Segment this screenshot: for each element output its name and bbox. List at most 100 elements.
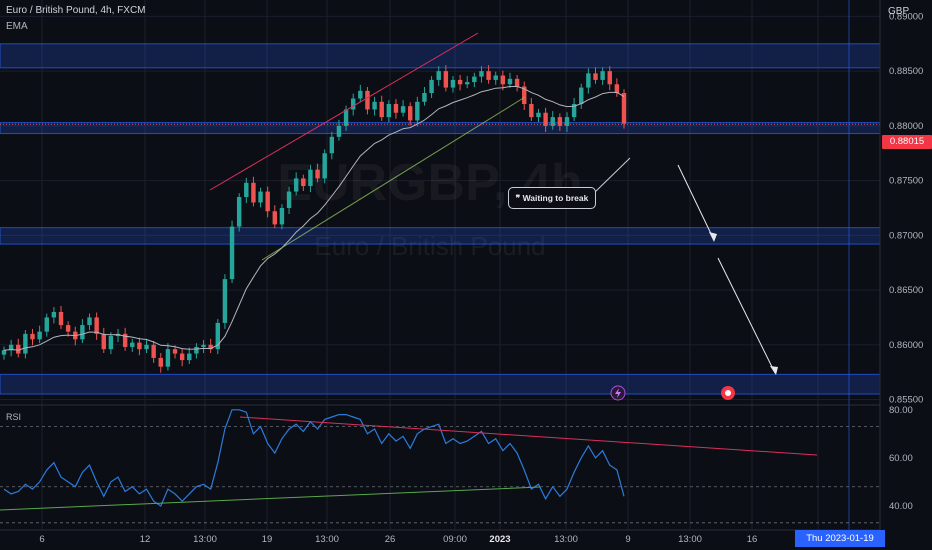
price-axis: 0.89000 0.88500 0.88000 0.87500 0.87000 0.865…	[889, 11, 923, 405]
waiting-to-break-callout[interactable]: ❞ Waiting to break	[508, 187, 596, 209]
candle	[286, 186, 292, 214]
candle	[201, 339, 206, 354]
price-tick-label: 0.87000	[889, 230, 923, 241]
event-icons	[610, 385, 735, 401]
time-tick-label: 13:00	[678, 534, 702, 545]
candle	[529, 97, 534, 121]
currency-label: GBP	[888, 6, 910, 17]
candle	[308, 164, 313, 193]
candle	[265, 186, 270, 218]
candle	[80, 319, 85, 344]
support-resistance-zones	[0, 43, 881, 395]
price-tick-label: 0.87500	[889, 176, 923, 187]
candlestick-series	[1, 65, 627, 373]
rsi-trend-bottom	[0, 486, 541, 511]
candle	[258, 187, 263, 208]
candle	[1, 346, 7, 360]
candle	[293, 172, 299, 196]
rsi-tick-label: 40.00	[889, 501, 913, 512]
candle	[272, 205, 278, 229]
time-tick-label: 6	[39, 534, 44, 545]
crosshair-date-label: Thu 2023-01-19	[795, 530, 885, 547]
candle	[493, 71, 498, 85]
candle	[543, 107, 548, 132]
candle	[187, 347, 192, 364]
projection-arrow-1	[677, 164, 715, 241]
candle	[215, 319, 221, 355]
time-tick-label: 09:00	[443, 534, 467, 545]
candle	[87, 313, 92, 331]
time-tick-label: 9	[625, 534, 630, 545]
candle	[137, 337, 142, 356]
candle	[329, 131, 335, 160]
rsi-axis: 80.00 60.00 40.00	[889, 405, 913, 512]
price-tick-label: 0.88000	[889, 121, 923, 132]
candle	[208, 338, 213, 354]
candle	[65, 321, 71, 337]
zone-3	[0, 227, 881, 245]
time-tick-label: 12	[140, 534, 151, 545]
quote-icon: ❞	[515, 193, 523, 203]
candle	[536, 108, 541, 123]
candle	[500, 70, 506, 91]
candle	[279, 204, 285, 230]
candle	[144, 338, 149, 354]
time-tick-label: 26	[385, 534, 396, 545]
price-tick-label: 0.89000	[889, 11, 923, 22]
rsi-indicator-label[interactable]: RSI	[6, 412, 22, 422]
candle	[407, 102, 413, 126]
rsi-line	[3, 409, 625, 507]
trend-drawings	[209, 32, 778, 375]
candle	[621, 89, 627, 129]
candle	[557, 113, 563, 131]
ema-indicator-label[interactable]: EMA	[6, 21, 28, 32]
candle	[586, 68, 591, 94]
channel-top-line	[209, 32, 479, 191]
candle	[436, 66, 441, 86]
candle	[251, 176, 256, 207]
candle	[522, 81, 527, 111]
candle	[450, 76, 456, 93]
time-tick-label: 13:00	[315, 534, 339, 545]
candle	[365, 87, 370, 115]
candle	[514, 74, 520, 92]
candle	[229, 220, 235, 283]
candle	[571, 97, 577, 121]
zone-4	[0, 373, 881, 395]
candle	[94, 312, 99, 340]
candle	[614, 78, 620, 97]
ema-line	[3, 86, 625, 351]
rsi-pane	[0, 409, 880, 524]
candle	[165, 343, 171, 371]
candle	[37, 325, 42, 344]
candle	[479, 66, 484, 83]
candle	[550, 111, 555, 130]
candle	[486, 65, 491, 84]
price-tick-label: 0.88500	[889, 66, 923, 77]
candle	[58, 305, 64, 329]
candle	[101, 327, 106, 354]
candle	[472, 72, 477, 88]
rsi-tick-label: 80.00	[889, 405, 913, 416]
rsi-trend-top	[239, 416, 818, 456]
candle	[236, 193, 242, 232]
watermark-name: Euro / British Pound	[314, 231, 545, 261]
candle	[443, 65, 449, 92]
candle	[322, 149, 327, 184]
candle	[600, 67, 605, 85]
callout-pointer	[593, 157, 631, 194]
candle	[372, 96, 377, 116]
candle	[30, 328, 35, 346]
candle	[158, 353, 163, 373]
candle	[179, 348, 185, 367]
candle	[16, 338, 21, 358]
candle	[8, 339, 14, 357]
channel-bottom-line	[261, 96, 526, 261]
symbol-title[interactable]: Euro / British Pound, 4h, FXCM	[6, 5, 146, 16]
candle	[507, 72, 513, 89]
candle	[130, 338, 135, 352]
candle	[315, 163, 320, 183]
candle	[422, 87, 427, 106]
candle	[607, 66, 612, 91]
